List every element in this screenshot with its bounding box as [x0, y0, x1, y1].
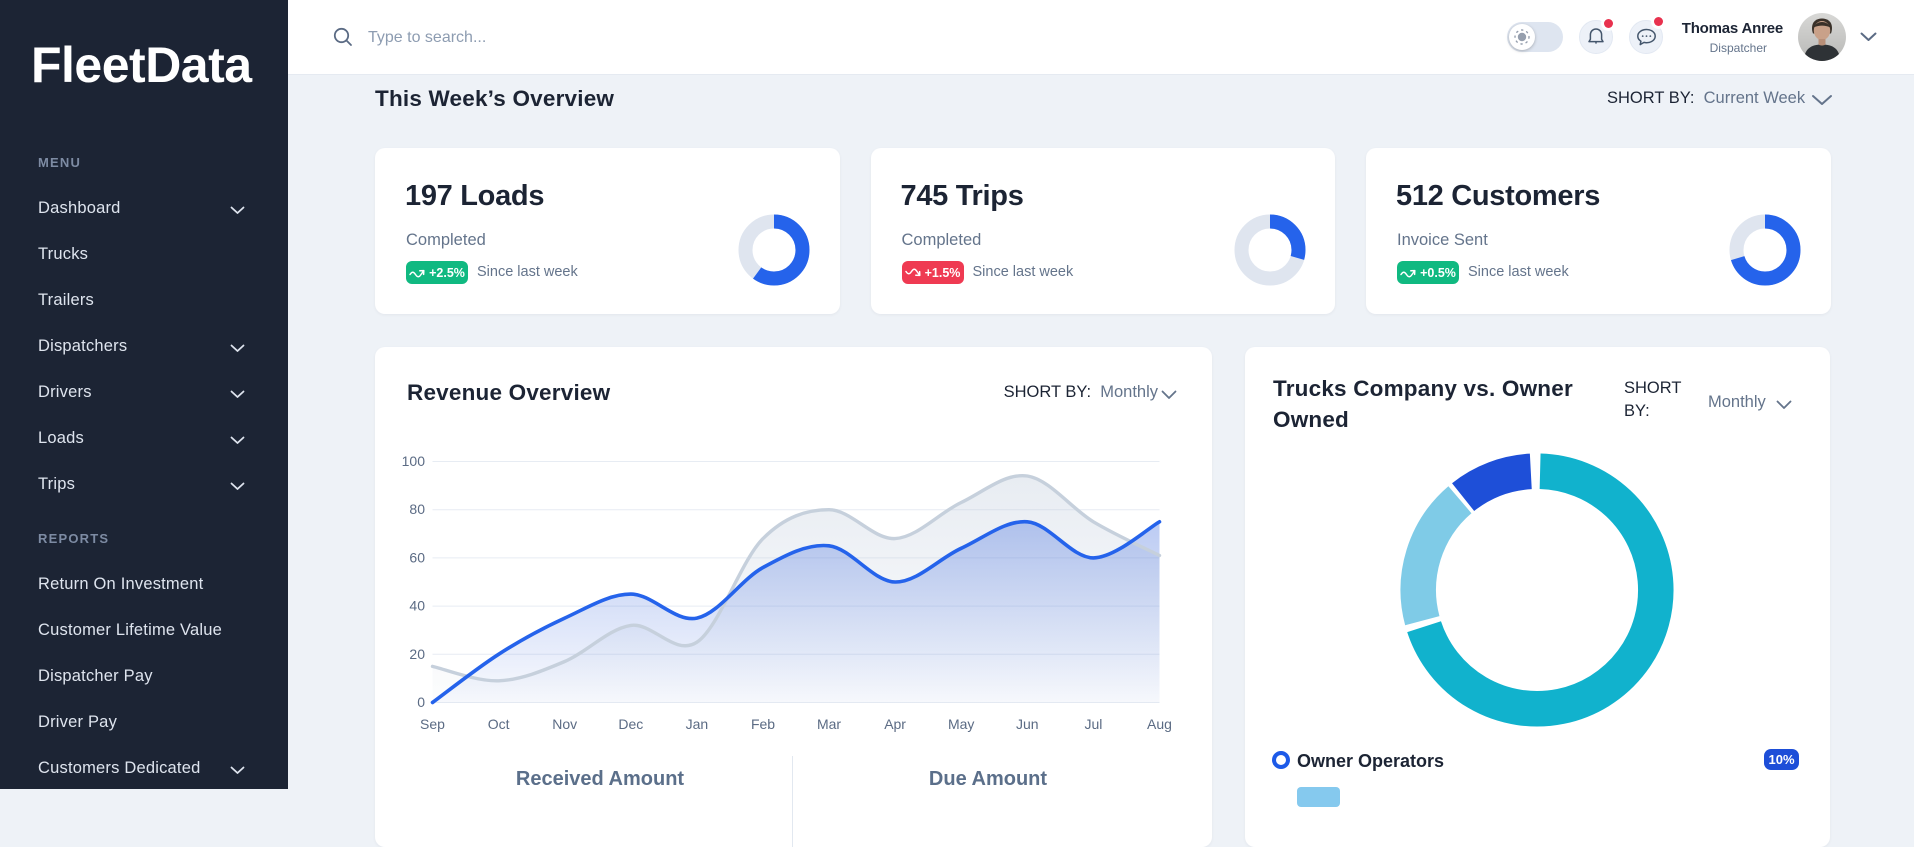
svg-text:Aug: Aug [1147, 716, 1172, 732]
svg-text:40: 40 [409, 598, 425, 614]
svg-text:20: 20 [409, 646, 425, 662]
svg-text:60: 60 [409, 549, 425, 565]
svg-text:Nov: Nov [552, 716, 577, 732]
svg-text:100: 100 [402, 453, 426, 469]
svg-text:Jun: Jun [1016, 716, 1039, 732]
svg-text:Oct: Oct [488, 716, 510, 732]
svg-text:Jul: Jul [1084, 716, 1102, 732]
svg-text:Apr: Apr [884, 716, 906, 732]
svg-text:Jan: Jan [686, 716, 709, 732]
svg-text:Sep: Sep [420, 716, 445, 732]
svg-text:May: May [948, 716, 974, 732]
svg-text:0: 0 [417, 694, 425, 710]
svg-text:Dec: Dec [618, 716, 643, 732]
svg-text:80: 80 [409, 501, 425, 517]
svg-text:Feb: Feb [751, 716, 775, 732]
svg-text:Mar: Mar [817, 716, 841, 732]
